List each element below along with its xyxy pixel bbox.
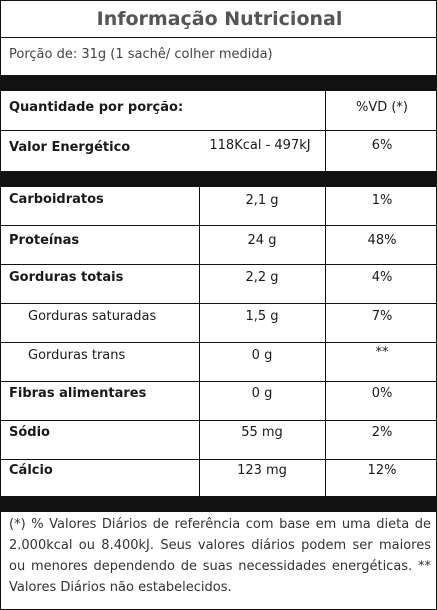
dv-header: %VD (*) <box>355 100 409 115</box>
portion-size: Porção de: 31g (1 sachê/ colher medida) <box>9 47 273 62</box>
nutrient-amount: 24 g <box>247 233 277 248</box>
table-row: Fibras alimentares 0 g 0% <box>1 382 437 420</box>
quantity-header: Quantidade por porção: <box>9 100 184 115</box>
nutrient-dv: 12% <box>367 463 397 478</box>
nutrient-amount: 0 g <box>251 386 273 401</box>
divider <box>1 303 437 304</box>
nutrient-dv: 0% <box>371 386 393 401</box>
nutrient-name: Proteínas <box>9 233 80 248</box>
nutrient-amount: 0 g <box>251 348 273 363</box>
energy-amount: 118Kcal - 497kJ <box>209 138 311 153</box>
column-divider <box>325 130 326 171</box>
divider <box>1 459 437 460</box>
thick-divider <box>1 496 437 512</box>
nutrient-amount: 2,2 g <box>245 270 279 285</box>
table-row: Gorduras totais 2,2 g 4% <box>1 265 437 303</box>
nutrient-amount: 2,1 g <box>245 193 279 208</box>
nutrient-name: Carboidratos <box>9 192 104 207</box>
footnote: (*) % Valores Diários de referência com … <box>9 517 431 595</box>
nutrient-name: Sódio <box>9 425 50 440</box>
table-row: Gorduras saturadas 1,5 g 7% <box>1 304 437 342</box>
column-divider <box>199 187 200 496</box>
table-row: Cálcio 123 mg 12% <box>1 460 437 496</box>
nutrient-dv: 2% <box>371 425 393 440</box>
divider <box>1 342 437 343</box>
nutrient-dv: 4% <box>371 270 393 285</box>
divider <box>1 225 437 226</box>
divider <box>1 37 437 38</box>
nutrient-amount: 1,5 g <box>245 309 279 324</box>
nutrient-name: Gorduras totais <box>9 270 124 285</box>
header-row: Quantidade por porção: %VD (*) <box>1 91 437 130</box>
nutrient-amount: 123 mg <box>237 463 287 478</box>
energy-name: Valor Energético <box>9 140 131 155</box>
column-divider <box>325 91 326 130</box>
thick-divider <box>1 75 437 91</box>
divider <box>1 264 437 265</box>
nutrient-name: Gorduras saturadas <box>28 309 157 324</box>
divider <box>1 420 437 421</box>
thick-divider <box>1 171 437 187</box>
nutrient-dv: 1% <box>371 193 393 208</box>
nutrient-dv: 7% <box>371 309 393 324</box>
nutrient-name: Cálcio <box>9 463 53 478</box>
energy-dv: 6% <box>371 138 393 153</box>
nutrient-amount: 55 mg <box>241 425 283 440</box>
nutrient-name: Fibras alimentares <box>9 386 147 401</box>
nutrient-name: Gorduras trans <box>28 348 126 363</box>
divider <box>1 381 437 382</box>
column-divider <box>325 187 326 496</box>
label-title: Informação Nutricional <box>96 8 343 30</box>
nutrient-dv: 48% <box>367 233 397 248</box>
table-row: Gorduras trans 0 g ** <box>1 343 437 381</box>
table-row: Carboidratos 2,1 g 1% <box>1 187 437 225</box>
table-row: Proteínas 24 g 48% <box>1 226 437 264</box>
divider <box>1 130 437 131</box>
nutrient-dv: ** <box>375 345 389 360</box>
table-row: Sódio 55 mg 2% <box>1 421 437 459</box>
energy-row: Valor Energético 118Kcal - 497kJ 6% <box>1 130 437 171</box>
